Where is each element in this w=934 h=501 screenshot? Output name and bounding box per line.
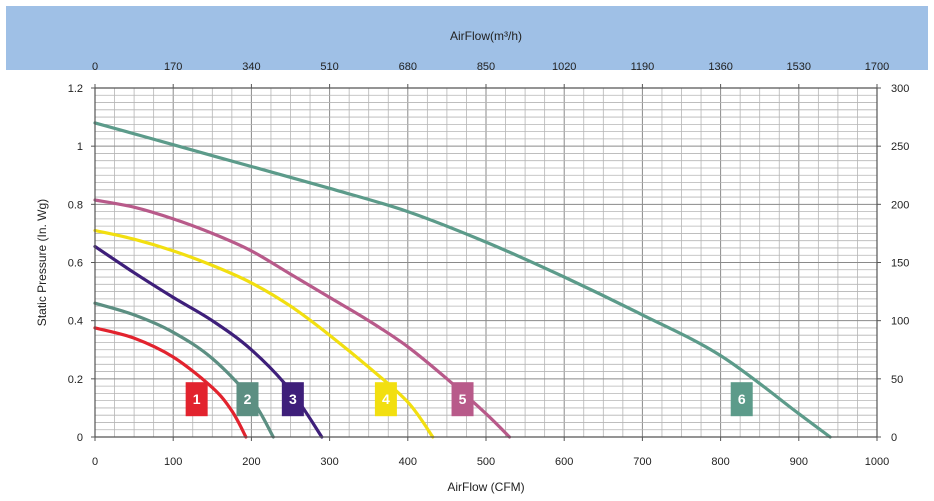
y-tick-label: 0.6 bbox=[68, 258, 83, 270]
x2-tick-label: 1700 bbox=[865, 61, 889, 73]
y-tick-label: 0 bbox=[77, 432, 83, 444]
x-tick-label: 0 bbox=[92, 456, 98, 468]
x2-tick-label: 850 bbox=[477, 61, 495, 73]
x-tick-label: 800 bbox=[711, 456, 729, 468]
series-badge-1 bbox=[185, 382, 208, 417]
y-tick-label: 0.8 bbox=[68, 199, 83, 211]
series-badge-label-4: 4 bbox=[382, 391, 390, 407]
y-tick-label: 1 bbox=[77, 141, 83, 153]
y2-tick-label: 100 bbox=[891, 316, 909, 328]
y2-tick-label: 300 bbox=[891, 83, 909, 95]
x-tick-label: 600 bbox=[555, 456, 573, 468]
y2-tick-label: 150 bbox=[891, 258, 909, 270]
x2-tick-label: 1190 bbox=[631, 61, 655, 73]
series-line-5 bbox=[93, 198, 512, 439]
x2-tick-label: 1530 bbox=[787, 61, 811, 73]
x-tick-label: 1000 bbox=[865, 456, 889, 468]
series-badge-label-6: 6 bbox=[738, 391, 746, 407]
header-band bbox=[6, 6, 928, 70]
x2-tick-label: 680 bbox=[399, 61, 417, 73]
y-tick-label: 0.2 bbox=[68, 374, 83, 386]
series-badge-label-5: 5 bbox=[459, 391, 467, 407]
x2-axis-title: AirFlow(m³/h) bbox=[450, 29, 522, 43]
series-badge-2 bbox=[236, 382, 259, 417]
x2-tick-label: 510 bbox=[320, 61, 338, 73]
x2-tick-label: 170 bbox=[164, 61, 182, 73]
x2-tick-label: 0 bbox=[92, 61, 98, 73]
series-badge-5 bbox=[451, 382, 474, 417]
x-tick-label: 100 bbox=[164, 456, 182, 468]
series-line-1 bbox=[93, 326, 248, 439]
x2-tick-label: 1020 bbox=[552, 61, 576, 73]
y2-tick-label: 50 bbox=[891, 374, 903, 386]
y-tick-label: 0.4 bbox=[68, 316, 83, 328]
x-tick-label: 200 bbox=[242, 456, 260, 468]
x-tick-label: 700 bbox=[633, 456, 651, 468]
series-badge-label-2: 2 bbox=[244, 391, 252, 407]
x2-tick-label: 340 bbox=[242, 61, 260, 73]
x-tick-label: 900 bbox=[790, 456, 808, 468]
series-badge-3 bbox=[281, 382, 304, 417]
y2-tick-label: 200 bbox=[891, 199, 909, 211]
series-badge-label-1: 1 bbox=[193, 391, 201, 407]
series-badges: 1 2 3 4 5 6 bbox=[185, 382, 753, 417]
series-badge-4 bbox=[374, 382, 397, 417]
series-badge-label-3: 3 bbox=[289, 391, 297, 407]
series-line-6 bbox=[93, 121, 832, 439]
x-tick-label: 300 bbox=[320, 456, 338, 468]
series-badge-6 bbox=[730, 382, 753, 417]
y-tick-label: 1.2 bbox=[68, 83, 83, 95]
y2-tick-label: 250 bbox=[891, 141, 909, 153]
x2-tick-label: 1360 bbox=[708, 61, 732, 73]
x-tick-label: 400 bbox=[399, 456, 417, 468]
x-tick-label: 500 bbox=[477, 456, 495, 468]
x-axis-title: AirFlow (CFM) bbox=[447, 480, 524, 494]
y-axis-title: Static Pressure (In. Wg) bbox=[35, 199, 49, 326]
y2-tick-label: 0 bbox=[891, 432, 897, 444]
